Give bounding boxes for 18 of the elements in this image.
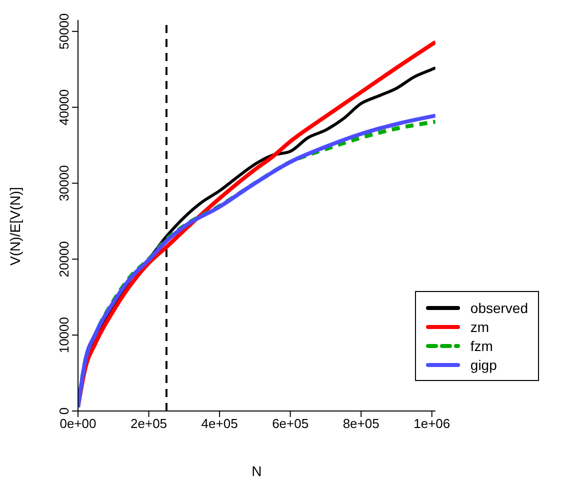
x-tick-label: 0e+00 bbox=[60, 416, 96, 432]
y-axis-title: V(N)/E[V(N)] bbox=[6, 186, 23, 266]
legend-label: gigp bbox=[470, 356, 497, 372]
x-tick-label: 6e+05 bbox=[272, 416, 309, 432]
x-tick-label: 8e+05 bbox=[342, 416, 380, 432]
legend-label: zm bbox=[470, 318, 490, 334]
y-tick-label: 20000 bbox=[56, 241, 72, 278]
x-tick-label: 4e+05 bbox=[201, 416, 238, 432]
x-axis-title: N bbox=[252, 463, 262, 479]
x-tick-label: 1e+06 bbox=[414, 416, 450, 432]
y-tick-label: 50000 bbox=[56, 13, 72, 50]
y-tick-label: 0 bbox=[56, 407, 72, 415]
x-tick-label: 2e+05 bbox=[130, 416, 168, 432]
y-tick-label: 10000 bbox=[56, 317, 72, 354]
legend-label: fzm bbox=[470, 338, 493, 354]
y-tick-label: 40000 bbox=[56, 89, 72, 126]
y-tick-label: 30000 bbox=[56, 165, 72, 202]
legend-label: observed bbox=[470, 300, 528, 316]
